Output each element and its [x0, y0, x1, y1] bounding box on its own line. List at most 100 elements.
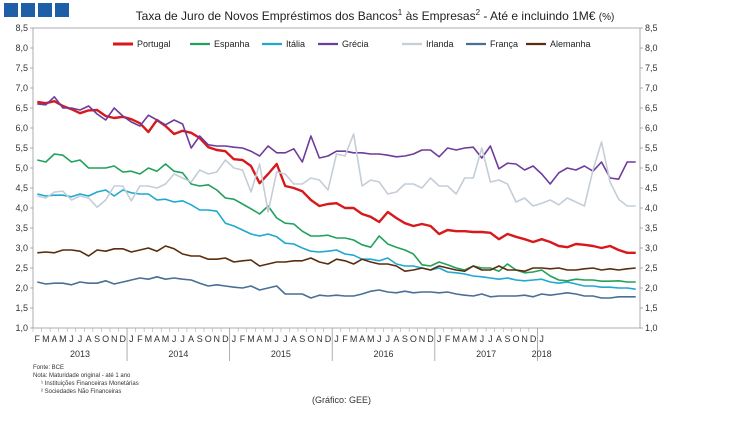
x-month-label: M	[470, 334, 478, 344]
x-month-label: N	[521, 334, 528, 344]
x-month-label: A	[496, 334, 502, 344]
y-tick-label-right: 8,5	[645, 23, 658, 33]
y-tick-label-right: 2,5	[645, 263, 658, 273]
y-tick-label-right: 3,5	[645, 223, 658, 233]
y-tick-label-right: 5,5	[645, 143, 658, 153]
y-tick-label-left: 5,0	[15, 163, 28, 173]
series-line-grécia	[37, 96, 636, 185]
x-month-label: N	[316, 334, 323, 344]
x-month-label: S	[504, 334, 510, 344]
y-tick-label-left: 6,0	[15, 123, 28, 133]
x-month-label: O	[307, 334, 314, 344]
maturity-note: Nota: Maturidade original - até 1 ano	[33, 373, 131, 379]
x-month-label: A	[257, 334, 263, 344]
y-tick-label-right: 8,0	[645, 43, 658, 53]
x-month-label: M	[59, 334, 67, 344]
x-month-label: J	[377, 334, 382, 344]
x-month-label: M	[145, 334, 153, 344]
x-year-label: 2016	[374, 349, 394, 359]
y-tick-label-right: 6,5	[645, 103, 658, 113]
y-tick-label-right: 6,0	[645, 123, 658, 133]
x-month-label: M	[42, 334, 50, 344]
y-tick-label-right: 1,0	[645, 323, 658, 333]
x-month-label: J	[539, 334, 544, 344]
x-month-label: A	[51, 334, 57, 344]
x-month-label: S	[299, 334, 305, 344]
y-tick-label-left: 2,5	[15, 263, 28, 273]
legend-label: Alemanha	[550, 39, 591, 49]
x-month-label: S	[402, 334, 408, 344]
y-tick-label-left: 3,5	[15, 223, 28, 233]
x-month-label: M	[162, 334, 170, 344]
x-month-label: J	[78, 334, 83, 344]
x-month-label: O	[205, 334, 212, 344]
logo-square	[38, 3, 52, 17]
x-year-label: 2013	[70, 349, 90, 359]
x-month-label: M	[452, 334, 460, 344]
x-month-label: F	[35, 334, 41, 344]
y-tick-label-left: 2,0	[15, 283, 28, 293]
x-month-label: D	[530, 334, 537, 344]
y-tick-label-right: 7,0	[645, 83, 658, 93]
x-year-label: 2014	[168, 349, 188, 359]
y-tick-label-left: 8,5	[15, 23, 28, 33]
x-year-label: 2017	[476, 349, 496, 359]
x-month-label: J	[386, 334, 391, 344]
legend-label: Espanha	[214, 39, 250, 49]
footnote-1: ¹ Instituições Financeiras Monetárias	[41, 381, 139, 387]
legend-label: Grécia	[342, 39, 369, 49]
chart-credit: (Gráfico: GEE)	[312, 395, 372, 405]
x-month-label: M	[350, 334, 358, 344]
x-month-label: A	[86, 334, 92, 344]
x-year-label: 2018	[532, 349, 552, 359]
source-note: Fonte: BCE	[33, 365, 65, 371]
y-tick-label-left: 4,5	[15, 183, 28, 193]
x-month-label: A	[154, 334, 160, 344]
y-tick-label-right: 4,0	[645, 203, 658, 213]
x-month-label: O	[513, 334, 520, 344]
footnote-2: ² Sociedades Não Financeiras	[41, 389, 122, 395]
x-month-label: J	[180, 334, 185, 344]
x-month-label: J	[437, 334, 442, 344]
x-month-label: D	[120, 334, 127, 344]
logo-square	[21, 3, 35, 17]
x-month-label: J	[172, 334, 177, 344]
x-month-label: N	[214, 334, 221, 344]
x-month-label: F	[342, 334, 348, 344]
x-month-label: J	[334, 334, 339, 344]
y-tick-label-left: 1,0	[15, 323, 28, 333]
x-month-label: F	[240, 334, 246, 344]
y-tick-label-left: 8,0	[15, 43, 28, 53]
y-tick-label-right: 4,5	[645, 183, 658, 193]
x-month-label: M	[264, 334, 272, 344]
x-month-label: A	[393, 334, 399, 344]
x-month-label: D	[427, 334, 434, 344]
series-line-portugal	[37, 99, 636, 255]
y-tick-label-left: 7,5	[15, 63, 28, 73]
x-month-label: O	[102, 334, 109, 344]
legend-label: Itália	[286, 39, 305, 49]
series-line-itália	[37, 189, 636, 290]
series-line-espanha	[37, 153, 636, 283]
x-month-label: S	[94, 334, 100, 344]
x-month-label: A	[188, 334, 194, 344]
x-month-label: D	[325, 334, 332, 344]
x-month-label: J	[480, 334, 485, 344]
y-tick-label-right: 2,0	[645, 283, 658, 293]
x-month-label: A	[462, 334, 468, 344]
x-month-label: M	[247, 334, 255, 344]
legend-label: Irlanda	[426, 39, 454, 49]
chart-title: Taxa de Juro de Novos Empréstimos dos Ba…	[135, 8, 615, 23]
x-month-label: J	[232, 334, 237, 344]
x-month-label: F	[137, 334, 143, 344]
x-month-label: M	[367, 334, 375, 344]
y-tick-label-right: 1,5	[645, 303, 658, 313]
x-month-label: J	[69, 334, 74, 344]
x-month-label: N	[419, 334, 426, 344]
logo	[4, 3, 69, 17]
x-month-label: F	[445, 334, 451, 344]
logo-square	[4, 3, 18, 17]
x-month-label: J	[283, 334, 288, 344]
legend-label: Portugal	[137, 39, 171, 49]
